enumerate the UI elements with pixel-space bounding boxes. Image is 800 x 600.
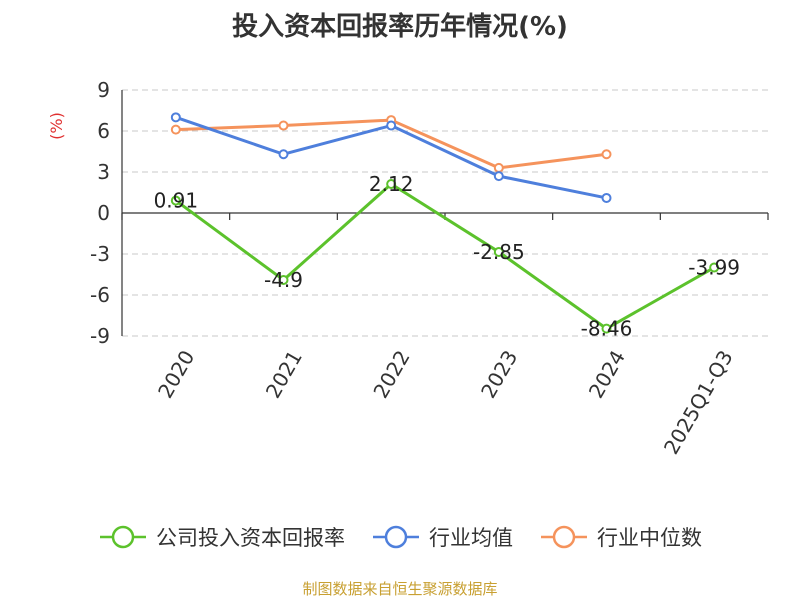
- y-tick-label: 3: [97, 160, 110, 184]
- data-point: [170, 195, 181, 206]
- axes: 9 6 3 0 -3 -6 -9 2020 2021 2022 2023 2024 2025Q1-Q3 (…: [47, 78, 769, 458]
- legend-label: 公司投入资本回报率: [156, 526, 345, 550]
- x-tick-label: 2020: [153, 346, 199, 402]
- y-tick-label: 0: [97, 201, 110, 225]
- data-point: [278, 120, 289, 131]
- data-point: [493, 162, 504, 173]
- y-tick-label: -6: [90, 283, 110, 307]
- data-point: [170, 124, 181, 135]
- x-tick-label: 2025Q1-Q3: [659, 346, 738, 458]
- source-note: 制图数据来自恒生聚源数据库: [302, 580, 498, 598]
- y-tick-label: 9: [97, 78, 110, 102]
- y-tick-label: 6: [97, 119, 110, 143]
- data-point: [709, 262, 720, 273]
- legend: 公司投入资本回报率 行业均值 行业中位数: [0, 520, 800, 554]
- y-tick-label: -9: [90, 324, 110, 348]
- data-point: [601, 149, 612, 160]
- data-point: [386, 120, 397, 131]
- data-label: -4.9: [264, 268, 303, 292]
- series-line-0: [174, 182, 715, 331]
- data-point: [493, 171, 504, 182]
- data-point: [386, 179, 397, 190]
- x-tick-label: 2024: [584, 346, 630, 402]
- legend-marker-icon: [541, 525, 587, 549]
- data-point: [601, 323, 612, 334]
- grid-lines: [122, 89, 768, 337]
- x-tick-label: 2021: [261, 346, 307, 402]
- data-point: [278, 274, 289, 285]
- legend-marker-icon: [100, 525, 146, 549]
- legend-label: 行业中位数: [597, 526, 702, 550]
- data-label: -3.99: [688, 256, 740, 280]
- x-tick-label: 2023: [476, 346, 522, 402]
- x-tick-label: 2022: [368, 346, 414, 402]
- legend-item-1[interactable]: 行业均值: [371, 522, 513, 552]
- legend-marker-icon: [373, 525, 419, 549]
- chart-title: 投入资本回报率历年情况(%): [232, 12, 568, 42]
- data-point: [601, 192, 612, 203]
- data-label: -8.46: [581, 317, 633, 341]
- legend-item-0[interactable]: 公司投入资本回报率: [98, 522, 345, 552]
- y-tick-label: -3: [90, 242, 110, 266]
- legend-label: 行业均值: [429, 526, 513, 550]
- data-label: -2.85: [473, 240, 525, 264]
- legend-item-2[interactable]: 行业中位数: [539, 522, 702, 552]
- data-label: 2.12: [369, 172, 414, 196]
- line-chart: 9 6 3 0 -3 -6 -9 2020 2021 2022 2023 2024 2025Q1-Q3 (…: [47, 78, 769, 458]
- data-point: [278, 149, 289, 160]
- y-axis-label: (%): [47, 112, 66, 140]
- data-point: [493, 246, 504, 257]
- data-label: 0.91: [154, 189, 199, 213]
- data-labels: 0.91 -4.9 2.12 -2.85 -8.46 -3.99: [154, 172, 740, 341]
- data-point: [170, 112, 181, 123]
- series-layer: [170, 112, 720, 334]
